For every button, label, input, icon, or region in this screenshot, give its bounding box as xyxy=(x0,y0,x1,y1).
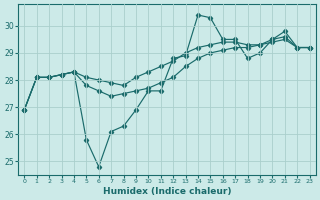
X-axis label: Humidex (Indice chaleur): Humidex (Indice chaleur) xyxy=(103,187,231,196)
